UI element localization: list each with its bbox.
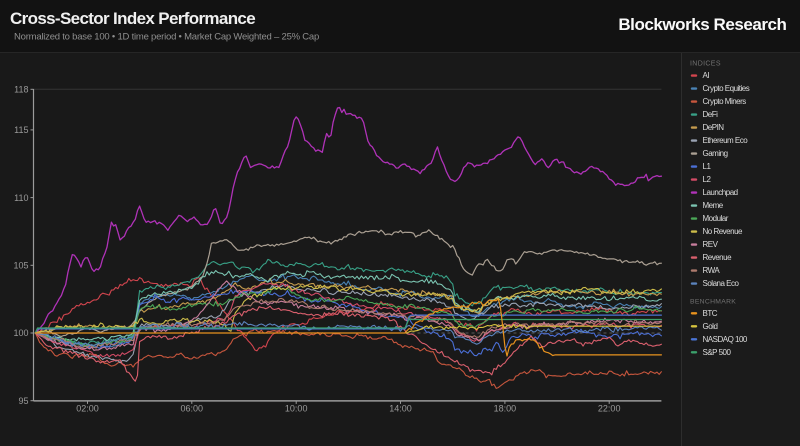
svg-text:18:00: 18:00: [494, 403, 517, 413]
svg-text:BENCHMARK: BENCHMARK: [690, 298, 736, 305]
svg-text:10:00: 10:00: [285, 403, 308, 413]
svg-text:110: 110: [14, 193, 28, 203]
svg-text:Ethereum Eco: Ethereum Eco: [703, 136, 749, 145]
svg-text:INDICES: INDICES: [690, 61, 721, 68]
svg-text:Solana Eco: Solana Eco: [703, 279, 740, 288]
svg-text:Blockworks Research: Blockworks Research: [618, 15, 786, 34]
svg-text:BTC: BTC: [703, 309, 718, 318]
svg-text:Launchpad: Launchpad: [703, 188, 738, 197]
svg-text:115: 115: [14, 125, 28, 135]
svg-text:100: 100: [13, 328, 28, 338]
svg-text:Modular: Modular: [703, 214, 729, 223]
svg-text:22:00: 22:00: [598, 403, 621, 413]
svg-text:105: 105: [13, 261, 28, 271]
svg-text:02:00: 02:00: [76, 403, 99, 413]
svg-text:Gold: Gold: [703, 322, 718, 331]
svg-text:S&P 500: S&P 500: [703, 348, 732, 357]
svg-text:Crypto Miners: Crypto Miners: [703, 97, 747, 106]
svg-text:DePIN: DePIN: [703, 123, 725, 132]
svg-text:No Revenue: No Revenue: [703, 227, 744, 236]
svg-text:95: 95: [18, 396, 28, 406]
svg-text:Normalized to base 100 • 1D ti: Normalized to base 100 • 1D time period …: [14, 32, 319, 43]
svg-text:118: 118: [14, 85, 28, 95]
svg-text:L2: L2: [703, 175, 712, 184]
svg-text:L1: L1: [703, 162, 712, 171]
svg-text:Cross-Sector Index Performance: Cross-Sector Index Performance: [10, 9, 255, 28]
svg-text:NASDAQ 100: NASDAQ 100: [703, 335, 748, 344]
svg-text:DeFi: DeFi: [703, 110, 719, 119]
svg-text:RWA: RWA: [703, 266, 721, 275]
svg-text:Gaming: Gaming: [703, 149, 728, 158]
svg-text:Revenue: Revenue: [703, 253, 733, 262]
svg-text:REV: REV: [703, 240, 719, 249]
svg-text:AI: AI: [703, 71, 710, 80]
svg-text:06:00: 06:00: [181, 403, 204, 413]
svg-text:Meme: Meme: [703, 201, 724, 210]
svg-text:Crypto Equities: Crypto Equities: [703, 84, 750, 93]
svg-text:14:00: 14:00: [389, 403, 412, 413]
